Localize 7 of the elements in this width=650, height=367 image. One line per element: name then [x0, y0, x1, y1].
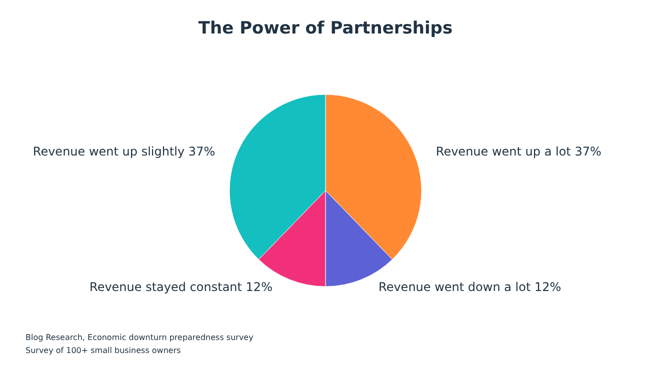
slice-label: Revenue stayed constant 12% — [90, 280, 272, 294]
chart-title: The Power of Partnerships — [198, 18, 453, 38]
slice-label: Revenue went down a lot 12% — [378, 280, 562, 294]
text: Survey of 100+ small business owners — [26, 346, 181, 355]
text: Blog Research, Economic downturn preparedness survey — [26, 333, 254, 342]
slice-label: Revenue went up slightly 37% — [32, 144, 216, 158]
slice-label: Revenue went up a lot 37% — [436, 144, 602, 158]
